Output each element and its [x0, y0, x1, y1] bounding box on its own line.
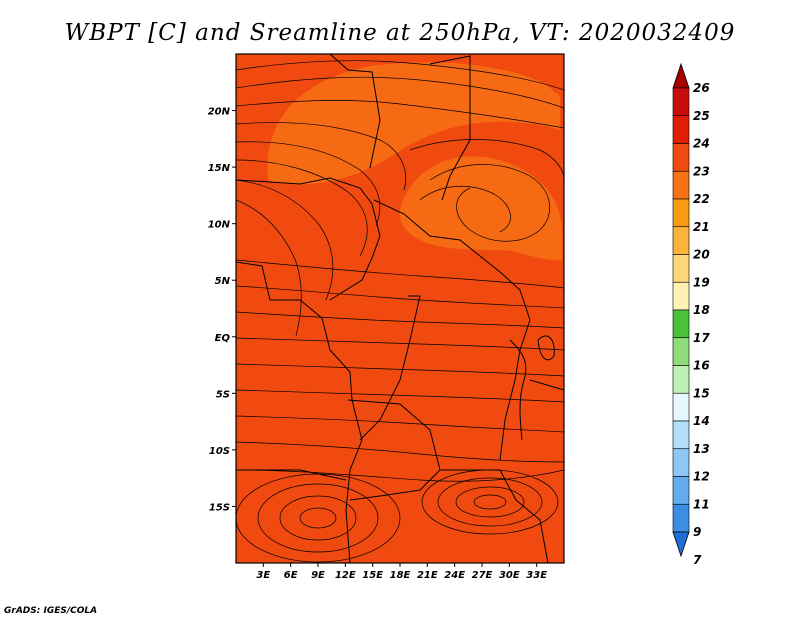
- colorbar-level-label: 17: [693, 331, 710, 345]
- colorbar-swatch: [672, 365, 690, 394]
- latitude-axis: 20N 15N 10N 5N EQ 5S 10S 15S: [208, 107, 236, 513]
- lat-tick-label: 5S: [216, 389, 230, 400]
- map-title: WBPT [C] and Sreamline at 250hPa, VT: 20…: [65, 20, 736, 46]
- lon-tick-label: 9E: [311, 570, 325, 581]
- colorbar-level-label: 12: [693, 470, 710, 484]
- lon-tick-label: 21E: [417, 570, 438, 581]
- lat-tick-label: 20N: [208, 107, 231, 118]
- colorbar-min-arrow: [672, 531, 690, 558]
- lon-tick-label: 3E: [256, 570, 270, 581]
- colorbar: 26 25 24 23 22 21 20 19 18 17 16 15 14 13 12 11 9 7: [672, 62, 710, 567]
- colorbar-swatch: [672, 392, 690, 422]
- colorbar-swatch: [672, 503, 690, 533]
- colorbar-swatch: [672, 309, 690, 339]
- lat-tick-label: 15N: [208, 163, 231, 174]
- grads-credit: GrADS: IGES/COLA: [4, 606, 97, 616]
- country-borders: [236, 54, 564, 563]
- colorbar-swatch: [672, 337, 690, 366]
- colorbar-swatch: [672, 87, 690, 117]
- colorbar-level-label: 11: [693, 497, 710, 511]
- wbpt-23-contour-area: [267, 62, 562, 261]
- colorbar-level-label: 26: [693, 81, 710, 95]
- colorbar-swatch: [672, 281, 690, 311]
- lon-tick-label: 24E: [444, 570, 465, 581]
- colorbar-swatch: [672, 476, 690, 505]
- lat-tick-label: 10S: [209, 446, 230, 457]
- colorbar-level-label: 20: [693, 248, 710, 262]
- lon-tick-label: 12E: [335, 570, 356, 581]
- colorbar-level-label: 9: [693, 525, 701, 539]
- colorbar-swatch: [672, 254, 690, 283]
- lat-tick-label: 15S: [209, 502, 230, 513]
- colorbar-level-label: 19: [693, 275, 710, 289]
- longitude-axis: 3E 6E 9E 12E 15E 18E 21E 24E 27E 30E 33E: [256, 563, 547, 581]
- colorbar-level-label: 24: [693, 137, 710, 151]
- lat-tick-label: EQ: [215, 333, 231, 344]
- colorbar-level-label: 22: [693, 192, 710, 206]
- colorbar-level-label: 14: [693, 414, 710, 428]
- lon-tick-label: 33E: [526, 570, 547, 581]
- colorbar-max-arrow: [672, 62, 690, 89]
- colorbar-level-label: 13: [693, 442, 710, 456]
- colorbar-swatch: [672, 115, 690, 144]
- lat-tick-label: 5N: [215, 276, 231, 287]
- colorbar-swatch: [672, 448, 690, 477]
- lon-tick-label: 15E: [362, 570, 383, 581]
- lat-tick-label: 10N: [208, 220, 231, 231]
- colorbar-level-label: 23: [693, 164, 710, 178]
- colorbar-level-label: 25: [693, 109, 710, 123]
- lon-tick-label: 27E: [472, 570, 493, 581]
- colorbar-swatch: [672, 420, 690, 450]
- lon-tick-label: 30E: [499, 570, 520, 581]
- map-panel: [235, 53, 565, 564]
- colorbar-level-label: 16: [693, 359, 710, 373]
- colorbar-level-label: 7: [693, 553, 702, 567]
- colorbar-swatch: [672, 143, 690, 172]
- colorbar-level-label: 18: [693, 303, 710, 317]
- lon-tick-label: 6E: [284, 570, 298, 581]
- colorbar-swatch: [672, 198, 690, 228]
- colorbar-level-label: 21: [693, 220, 710, 234]
- streamlines: [236, 60, 564, 563]
- colorbar-swatch: [672, 226, 690, 255]
- colorbar-level-label: 15: [693, 386, 710, 400]
- colorbar-swatch: [672, 170, 690, 200]
- lon-tick-label: 18E: [390, 570, 411, 581]
